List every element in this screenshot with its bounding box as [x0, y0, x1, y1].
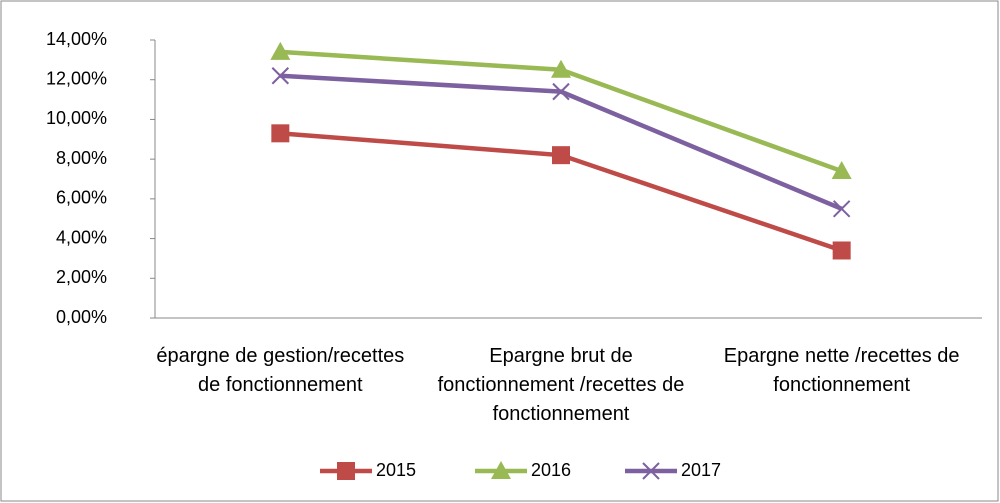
- marker: [271, 67, 290, 85]
- marker: [270, 41, 291, 60]
- marker: [642, 462, 660, 480]
- y-tick-label: 4,00%: [56, 227, 107, 247]
- x-tick-label: épargne de gestion/recettes de fonctionn…: [156, 345, 405, 396]
- marker: [337, 462, 355, 480]
- legend-label: 2015: [376, 460, 416, 480]
- y-tick-label: 0,00%: [56, 307, 107, 327]
- marker: [551, 59, 571, 78]
- y-tick-label: 8,00%: [56, 148, 107, 168]
- marker: [552, 146, 570, 165]
- marker: [832, 241, 851, 260]
- y-tick-label: 6,00%: [56, 188, 107, 208]
- marker: [831, 161, 852, 180]
- marker: [271, 124, 290, 143]
- x-tick-label: Epargne brut de fonctionnement /recettes…: [437, 345, 685, 425]
- marker: [552, 82, 570, 101]
- y-tick-label: 12,00%: [46, 68, 107, 88]
- legend-label: 2016: [531, 460, 571, 480]
- y-tick-label: 14,00%: [46, 29, 107, 49]
- y-tick-label: 2,00%: [56, 267, 107, 287]
- y-tick-label: 10,00%: [46, 108, 107, 128]
- marker: [491, 461, 511, 479]
- legend-label: 2017: [681, 460, 721, 480]
- x-tick-label: Epargne nette /recettes de fonctionnemen…: [723, 345, 960, 396]
- marker: [832, 200, 851, 218]
